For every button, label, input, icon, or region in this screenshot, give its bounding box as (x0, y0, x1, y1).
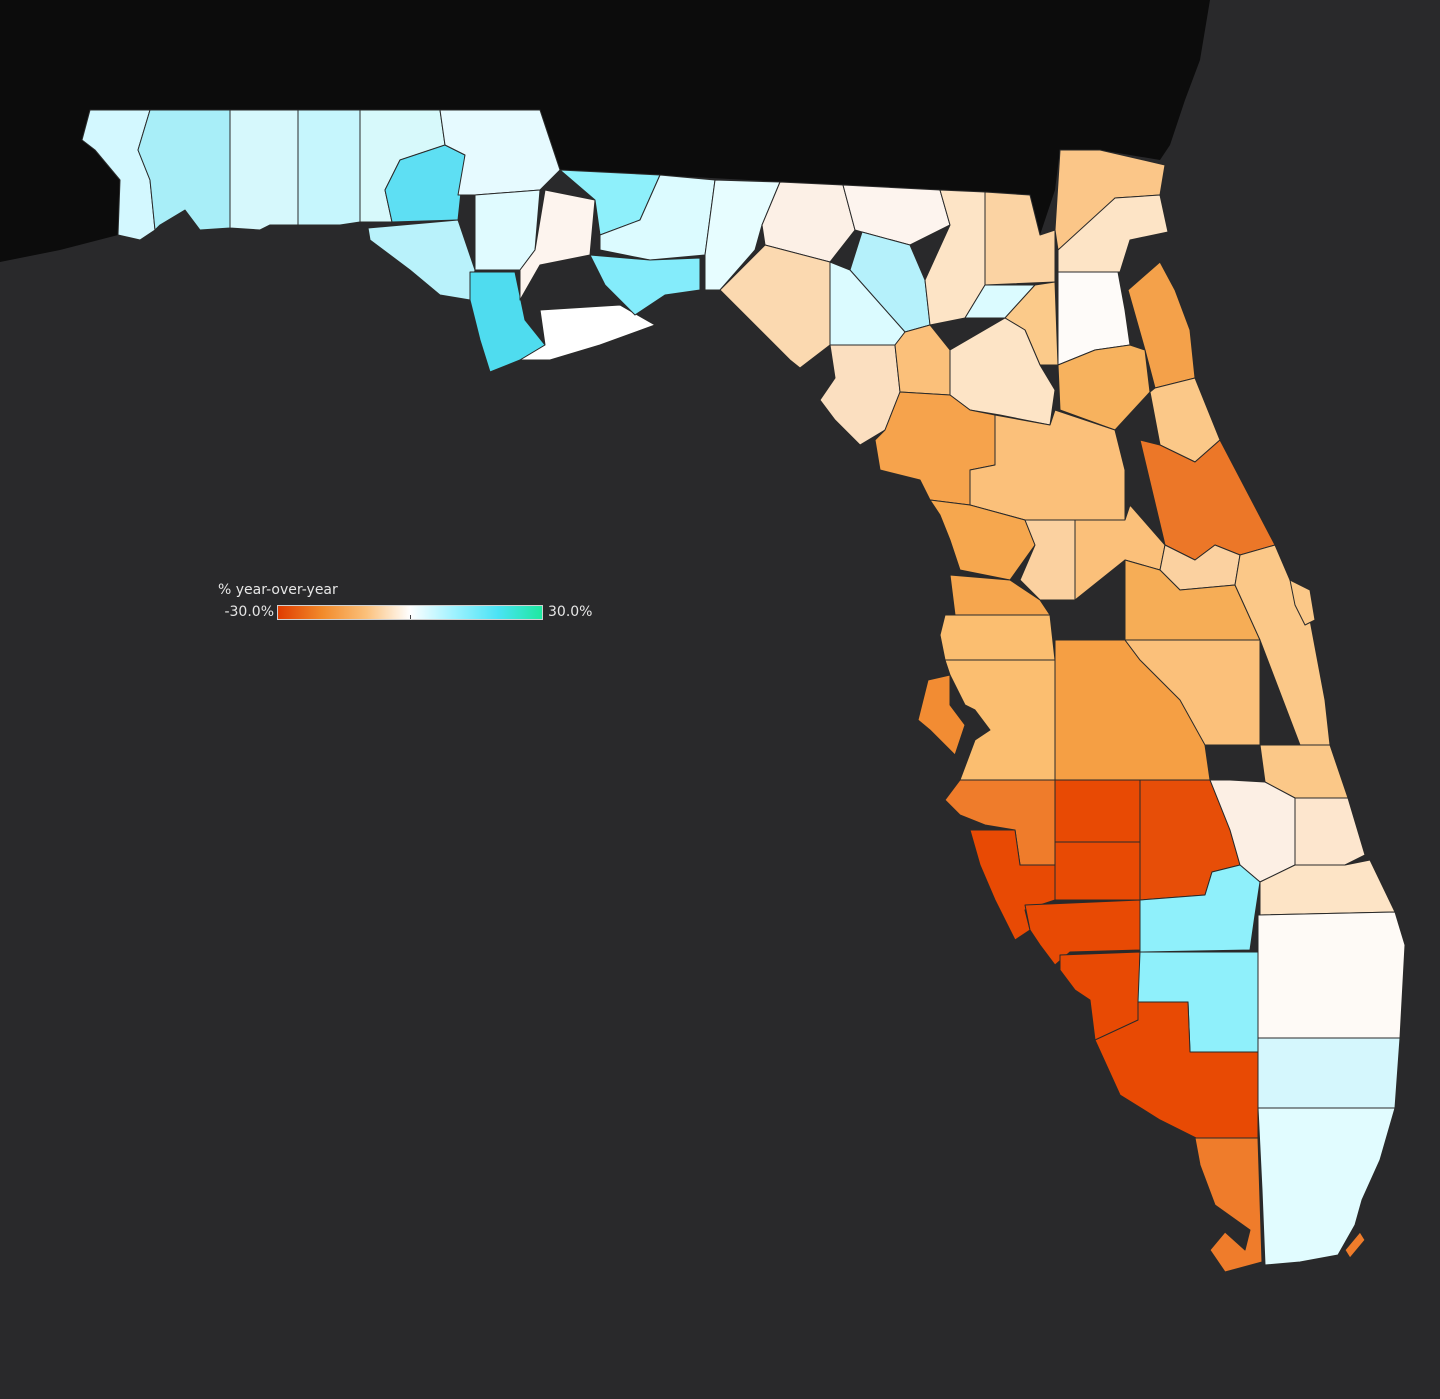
color-legend: % year-over-year -30.0% 30.0% (218, 582, 638, 632)
county-st-lucie[interactable] (1294, 797, 1366, 866)
county-pasco[interactable] (939, 614, 1056, 661)
county-okaloosa[interactable] (229, 109, 299, 231)
county-bay[interactable] (367, 219, 476, 301)
legend-title: % year-over-year (218, 582, 338, 598)
county-wakulla[interactable] (589, 254, 701, 316)
county-palm-beach[interactable] (1257, 911, 1406, 1039)
legend-min-label: -30.0% (224, 604, 274, 620)
legend-gradient-bar (277, 605, 543, 620)
county-glades[interactable] (1139, 864, 1261, 953)
county-keys-fragment[interactable] (1344, 1231, 1366, 1259)
county-st-johns[interactable] (1127, 261, 1196, 389)
county-brevard-coast[interactable] (1289, 579, 1316, 626)
county-walton[interactable] (297, 109, 361, 226)
county-pinellas[interactable] (917, 674, 966, 756)
county-hardee[interactable] (1054, 779, 1141, 843)
county-miami-dade[interactable] (1257, 1107, 1396, 1266)
county-putnam[interactable] (1057, 344, 1151, 431)
neighboring-land (0, 0, 1210, 262)
county-franklin[interactable] (519, 304, 656, 361)
legend-max-label: 30.0% (548, 604, 593, 620)
county-osceola[interactable] (1124, 639, 1261, 746)
county-monroe[interactable] (1194, 1137, 1263, 1273)
legend-midpoint-tick (410, 615, 411, 619)
county-gilchrist[interactable] (894, 324, 951, 396)
county-hernando[interactable] (949, 574, 1051, 616)
county-broward[interactable] (1257, 1037, 1401, 1109)
county-hamilton[interactable] (842, 184, 951, 246)
county-sarasota[interactable] (969, 829, 1056, 941)
county-desoto[interactable] (1054, 841, 1141, 901)
county-brevard[interactable] (1234, 544, 1331, 746)
county-liberty[interactable] (519, 189, 596, 301)
